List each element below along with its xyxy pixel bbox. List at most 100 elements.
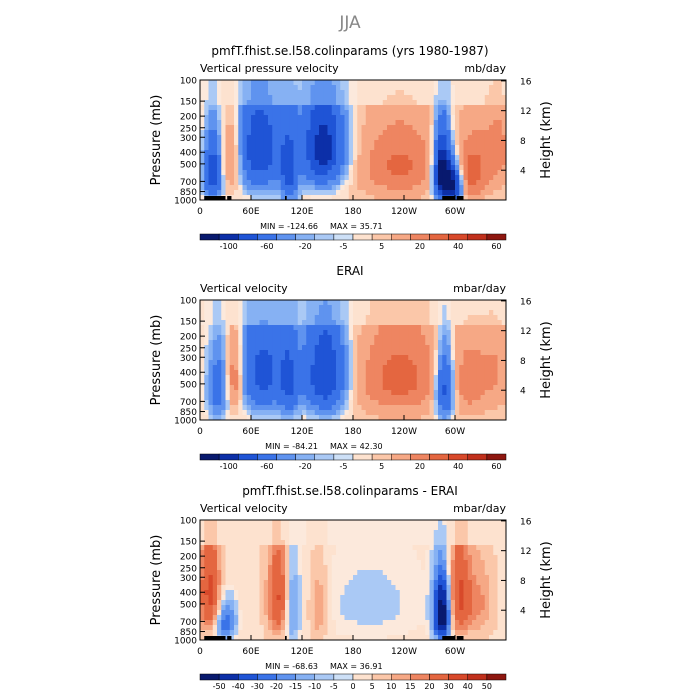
heatmap-cell bbox=[344, 370, 350, 376]
heatmap-cell bbox=[412, 405, 418, 411]
heatmap-cell bbox=[408, 575, 413, 581]
heatmap-cell bbox=[268, 330, 273, 336]
heatmap-cell bbox=[348, 545, 354, 551]
heatmap-cell bbox=[497, 550, 503, 556]
heatmap-cell bbox=[404, 585, 409, 591]
heatmap-cell bbox=[378, 350, 384, 356]
heatmap-cell bbox=[221, 340, 226, 346]
heatmap-cell bbox=[421, 600, 426, 606]
heatmap-cell bbox=[455, 310, 460, 316]
heatmap-cell bbox=[225, 355, 231, 361]
heatmap-cell bbox=[455, 400, 460, 406]
heatmap-cell bbox=[489, 530, 494, 536]
heatmap-cell bbox=[246, 165, 252, 171]
heatmap-cell bbox=[208, 545, 214, 551]
heatmap-cell bbox=[297, 150, 303, 156]
heatmap-cell bbox=[365, 410, 371, 416]
heatmap-cell bbox=[297, 365, 303, 371]
heatmap-cell bbox=[395, 405, 401, 411]
heatmap-cell bbox=[489, 575, 494, 581]
heatmap-cell bbox=[200, 145, 205, 151]
lon-tick-label: 60E bbox=[242, 207, 259, 217]
heatmap-cell bbox=[497, 90, 503, 96]
heatmap-cell bbox=[370, 150, 375, 156]
heatmap-cell bbox=[387, 525, 392, 531]
heatmap-cell bbox=[399, 585, 405, 591]
heatmap-cell bbox=[297, 190, 303, 196]
heatmap-cell bbox=[238, 160, 243, 166]
heatmap-cell bbox=[246, 325, 252, 331]
heatmap-cell bbox=[357, 320, 362, 326]
heatmap-cell bbox=[484, 355, 490, 361]
heatmap-cell bbox=[429, 560, 435, 566]
heatmap-cell bbox=[467, 185, 473, 191]
pressure-tick-label: 400 bbox=[180, 369, 197, 379]
heatmap-cell bbox=[412, 165, 418, 171]
heatmap-cell bbox=[382, 340, 388, 346]
heatmap-cell bbox=[370, 575, 375, 581]
heatmap-cell bbox=[501, 320, 507, 326]
heatmap-cell bbox=[289, 535, 294, 541]
heatmap-cell bbox=[382, 100, 388, 106]
heatmap-cell bbox=[212, 415, 218, 421]
heatmap-cell bbox=[374, 155, 379, 161]
heatmap-cell bbox=[455, 370, 460, 376]
heatmap-cell bbox=[382, 115, 388, 121]
heatmap-cell bbox=[268, 400, 273, 406]
heatmap-cell bbox=[331, 545, 337, 551]
heatmap-cell bbox=[319, 345, 324, 351]
heatmap-cell bbox=[319, 150, 324, 156]
heatmap-cell bbox=[450, 375, 456, 381]
heatmap-cell bbox=[370, 120, 375, 126]
lon-tick-label: 0 bbox=[197, 207, 203, 217]
heatmap-cell bbox=[348, 110, 354, 116]
heatmap-cell bbox=[442, 350, 447, 356]
heatmap-cell bbox=[476, 175, 481, 181]
heatmap-cell bbox=[416, 155, 422, 161]
heatmap-cell bbox=[276, 325, 282, 331]
heatmap-cell bbox=[246, 605, 252, 611]
heatmap-cell bbox=[331, 165, 337, 171]
heatmap-cell bbox=[450, 380, 456, 386]
heatmap-cell bbox=[212, 570, 218, 576]
heatmap-cell bbox=[229, 125, 235, 131]
heatmap-cell bbox=[263, 90, 269, 96]
heatmap-cell bbox=[399, 195, 405, 201]
heatmap-cell bbox=[480, 350, 486, 356]
heatmap-cell bbox=[327, 165, 333, 171]
heatmap-cell bbox=[238, 140, 243, 146]
heatmap-cell bbox=[493, 560, 498, 566]
heatmap-cell bbox=[425, 185, 430, 191]
heatmap-cell bbox=[455, 335, 460, 341]
heatmap-cell bbox=[297, 540, 303, 546]
heatmap-cell bbox=[501, 305, 507, 311]
heatmap-cell bbox=[263, 395, 269, 401]
heatmap-cell bbox=[246, 335, 252, 341]
heatmap-cell bbox=[217, 80, 222, 86]
heatmap-cell bbox=[293, 530, 299, 536]
heatmap-cell bbox=[370, 195, 375, 201]
heatmap-cell bbox=[221, 525, 226, 531]
heatmap-cell bbox=[484, 130, 490, 136]
heatmap-cell bbox=[463, 405, 469, 411]
heatmap-cell bbox=[268, 405, 273, 411]
heatmap-cell bbox=[348, 365, 354, 371]
heatmap-cell bbox=[353, 580, 358, 586]
height-tick-label: 8 bbox=[520, 357, 526, 367]
heatmap-cell bbox=[438, 600, 443, 606]
heatmap-cell bbox=[484, 400, 490, 406]
heatmap-cell bbox=[446, 575, 452, 581]
heatmap-cell bbox=[285, 130, 290, 136]
heatmap-cell bbox=[323, 410, 328, 416]
heatmap-cell bbox=[472, 315, 477, 321]
heatmap-cell bbox=[450, 120, 456, 126]
heatmap-cell bbox=[391, 130, 396, 136]
heatmap-cell bbox=[429, 555, 435, 561]
heatmap-cell bbox=[289, 330, 294, 336]
heatmap-cell bbox=[425, 400, 430, 406]
heatmap-cell bbox=[387, 400, 392, 406]
heatmap-cell bbox=[302, 380, 307, 386]
heatmap-cell bbox=[340, 530, 345, 536]
heatmap-cell bbox=[251, 185, 256, 191]
heatmap-cell bbox=[242, 325, 248, 331]
